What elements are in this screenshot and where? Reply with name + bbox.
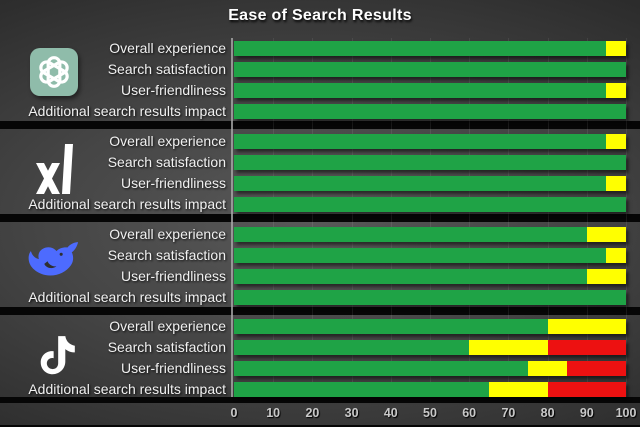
segment-green <box>234 62 626 77</box>
stacked-bar <box>234 340 626 355</box>
x-tick-label: 30 <box>344 406 359 420</box>
segment-green <box>234 361 528 376</box>
segment-green <box>234 290 626 305</box>
metric-label: Additional search results impact <box>28 196 226 212</box>
tiktok-icon <box>32 327 78 390</box>
gridline <box>390 38 392 397</box>
x-tick-label: 60 <box>462 406 477 420</box>
gridline <box>626 38 627 397</box>
metric-label: Additional search results impact <box>28 289 226 305</box>
segment-green <box>234 269 587 284</box>
segment-yellow <box>586 269 626 284</box>
segment-red <box>547 382 626 397</box>
gridline <box>547 38 549 397</box>
metric-label: Search satisfaction <box>107 339 226 355</box>
segment-yellow <box>606 176 626 191</box>
metric-label: Additional search results impact <box>28 381 226 397</box>
segment-green <box>234 134 607 149</box>
segment-yellow <box>488 382 548 397</box>
segment-green <box>234 176 607 191</box>
gridline <box>586 38 588 397</box>
stacked-bar <box>234 248 626 263</box>
stacked-bar <box>234 319 626 334</box>
metric-label: Overall experience <box>109 40 226 56</box>
metric-label: User-friendliness <box>120 360 226 376</box>
x-tick-label: 90 <box>579 406 594 420</box>
openai-chatgpt-icon <box>30 48 78 96</box>
group-separator <box>0 307 640 315</box>
segment-green <box>234 248 607 263</box>
deepseek-icon <box>24 234 80 293</box>
segment-green <box>234 83 607 98</box>
segment-yellow <box>547 319 626 334</box>
chart-title: Ease of Search Results <box>228 7 412 24</box>
metric-label: Overall experience <box>109 133 226 149</box>
stacked-bar <box>234 155 626 170</box>
metric-label: Search satisfaction <box>107 154 226 170</box>
metric-label: User-friendliness <box>120 175 226 191</box>
stacked-bar <box>234 197 626 212</box>
segment-green <box>234 382 489 397</box>
stacked-bar <box>234 290 626 305</box>
group-separator <box>0 121 640 129</box>
stacked-bar <box>234 361 626 376</box>
gridline <box>312 38 314 397</box>
x-tick-label: 70 <box>501 406 516 420</box>
segment-green <box>234 340 470 355</box>
axis-separator <box>0 397 640 403</box>
segment-yellow <box>586 227 626 242</box>
stacked-bar <box>234 269 626 284</box>
stacked-bar <box>234 83 626 98</box>
segment-green <box>234 197 626 212</box>
segment-yellow <box>606 134 626 149</box>
stacked-bar <box>234 62 626 77</box>
segment-green <box>234 155 626 170</box>
gridline <box>430 38 431 397</box>
y-axis-line <box>231 38 233 397</box>
x-tick-label: 100 <box>615 406 637 420</box>
gridline <box>508 38 510 397</box>
segment-yellow <box>469 340 548 355</box>
metric-label: Overall experience <box>109 226 226 242</box>
segment-yellow <box>606 83 626 98</box>
x-tick-label: 80 <box>540 406 555 420</box>
x-tick-label: 10 <box>266 406 281 420</box>
segment-green <box>234 104 626 119</box>
gridline <box>273 38 275 397</box>
x-tick-label: 50 <box>423 406 437 420</box>
gridline <box>351 38 353 397</box>
stacked-bar <box>234 104 626 119</box>
stacked-bar <box>234 176 626 191</box>
x-tick-label: 20 <box>305 406 320 420</box>
metric-label: Search satisfaction <box>107 61 226 77</box>
segment-yellow <box>528 361 568 376</box>
x-tick-label: 40 <box>383 406 398 420</box>
stacked-bar <box>234 227 626 242</box>
segment-yellow <box>606 41 626 56</box>
segment-red <box>547 340 626 355</box>
metric-label: Additional search results impact <box>28 103 226 119</box>
stacked-bar <box>234 134 626 149</box>
metric-label: Overall experience <box>109 318 226 334</box>
segment-red <box>567 361 626 376</box>
metric-label: User-friendliness <box>120 268 226 284</box>
stacked-bar <box>234 41 626 56</box>
segment-green <box>234 319 548 334</box>
bottom-edge <box>0 425 640 427</box>
xai-icon <box>26 142 80 201</box>
segment-yellow <box>606 248 626 263</box>
x-tick-label: 0 <box>230 406 238 420</box>
group-separator <box>0 214 640 222</box>
stacked-bar <box>234 382 626 397</box>
metric-label: Search satisfaction <box>107 247 226 263</box>
segment-green <box>234 227 587 242</box>
metric-label: User-friendliness <box>120 82 226 98</box>
gridline <box>469 38 471 397</box>
segment-green <box>234 41 607 56</box>
